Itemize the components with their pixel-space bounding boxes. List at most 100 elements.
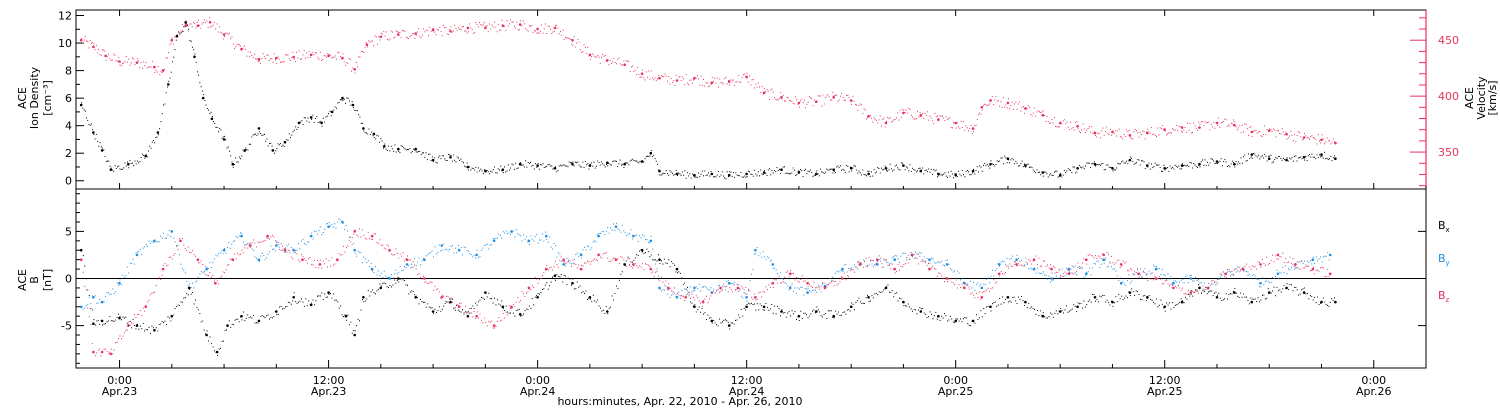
velocity-series-point <box>553 26 557 30</box>
bz-series-point <box>858 263 862 266</box>
density-series-point <box>832 168 835 171</box>
velocity-series-point <box>449 30 452 33</box>
bx-series-point <box>292 296 296 299</box>
legend-by-subscript: y <box>1446 259 1450 267</box>
density-series-point <box>1334 157 1337 160</box>
density-series-point <box>658 169 661 173</box>
density-series-point <box>167 83 170 86</box>
bx-series-point <box>954 319 957 323</box>
field-label-line-3: [nT] <box>41 269 54 291</box>
field-tick-label: 0 <box>65 273 72 286</box>
density-series-point <box>1285 158 1288 162</box>
by-series-point <box>754 248 757 252</box>
density-tick-label: 8 <box>65 65 72 78</box>
by-series-point <box>545 234 548 238</box>
velocity-series-point <box>518 23 522 26</box>
bz-series-point <box>144 305 147 309</box>
bz-series-point <box>562 258 565 262</box>
velocity-series-point <box>208 21 212 24</box>
velocity-series-point <box>327 54 330 58</box>
bx-series-point <box>353 333 357 337</box>
density-series-point <box>210 117 214 121</box>
bz-series-point <box>649 267 653 271</box>
velocity-series-point <box>1233 123 1236 127</box>
bx-series-point <box>518 313 522 316</box>
density-series <box>79 21 1337 180</box>
density-series-point <box>971 169 975 173</box>
field-legend: Bx By Bz <box>1438 219 1450 304</box>
by-series-point <box>1085 272 1088 276</box>
by-series-point <box>1189 277 1193 280</box>
velocity-series-point <box>919 113 923 117</box>
velocity-series-point <box>92 45 95 49</box>
bz-series-point <box>388 248 391 252</box>
field-tick-label: -5 <box>61 320 72 333</box>
legend-bz: Bz <box>1438 289 1450 304</box>
density-tick-label: 6 <box>65 92 72 105</box>
by-series-point <box>440 244 444 247</box>
velocity-series-point <box>1250 130 1254 134</box>
density-series-point <box>1076 167 1079 170</box>
bx-series-point <box>919 310 923 313</box>
by-series-point <box>1050 277 1053 280</box>
by-series-point <box>893 258 896 262</box>
density-axis: 0 2 4 6 8 10 12 <box>58 10 84 188</box>
bx-series-point <box>675 267 679 271</box>
density-series-point <box>351 103 355 107</box>
velocity-series-point <box>196 24 200 28</box>
bz-series-point <box>457 305 461 309</box>
velocity-series-point <box>170 38 174 42</box>
velocity-series-point <box>292 55 296 59</box>
velocity-series-point <box>536 27 539 31</box>
bz-series-point <box>1189 291 1193 294</box>
field-label-line-2: B <box>28 276 41 284</box>
bx-series <box>79 248 1337 356</box>
by-series-point <box>806 291 809 294</box>
bz-series-point <box>632 263 635 266</box>
bz-series-point <box>1294 263 1297 266</box>
density-series-point <box>372 132 376 136</box>
velocity-series-point <box>222 33 226 36</box>
by-series-point <box>205 267 208 271</box>
velocity-series-point <box>1320 138 1323 142</box>
bz-series-point <box>161 267 165 271</box>
velocity-series-point <box>466 26 470 30</box>
by-series-point <box>649 239 653 243</box>
velocity-axis: 350 400 450 <box>1410 10 1459 189</box>
by-series-point <box>222 248 226 252</box>
density-series-point <box>1024 164 1027 167</box>
density-series-point <box>231 162 235 166</box>
by-series-point <box>928 258 931 262</box>
bottom-panel-series <box>79 218 1337 357</box>
bx-series-point <box>1334 300 1337 304</box>
density-series-point <box>341 96 344 100</box>
density-series-point <box>1233 162 1236 166</box>
by-series-point <box>745 296 748 299</box>
by-series-point <box>341 220 344 224</box>
density-series-point <box>1320 153 1323 156</box>
density-series-point <box>727 173 731 177</box>
bx-series-point <box>397 277 400 280</box>
velocity-series-point <box>104 54 107 58</box>
by-series-point <box>1172 281 1175 285</box>
density-series-point <box>193 55 196 59</box>
bx-series-point <box>1024 300 1027 304</box>
bz-series-point <box>370 234 374 238</box>
by-series-point <box>527 239 531 243</box>
density-series-point <box>954 173 957 177</box>
bx-series-point <box>344 314 348 318</box>
bx-series-point <box>832 314 835 318</box>
bx-series-point <box>1215 296 1219 299</box>
bz-series-point <box>100 350 104 354</box>
bx-series-dots <box>81 248 1335 356</box>
velocity-series-point <box>640 72 644 76</box>
density-series-dots <box>81 22 1336 180</box>
velocity-series-point <box>484 26 487 30</box>
density-series-point <box>815 172 818 176</box>
velocity-series-point <box>414 32 418 35</box>
density-series-point <box>675 172 679 176</box>
density-series-point <box>243 149 247 152</box>
x-tick-date-label: Apr.23 <box>311 385 347 398</box>
by-series-point <box>135 253 139 257</box>
